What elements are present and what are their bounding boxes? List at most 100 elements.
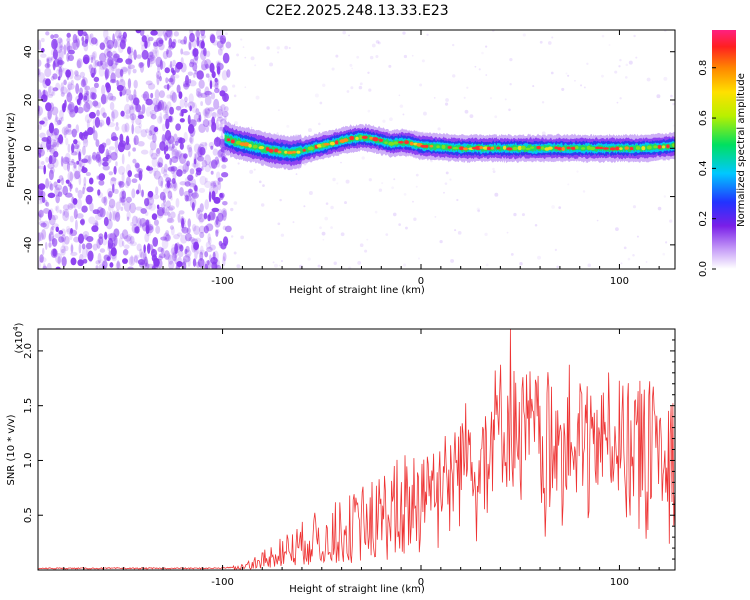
noise-point <box>188 78 192 84</box>
ridge-peak <box>580 147 586 150</box>
noise-point <box>198 114 202 122</box>
ridge-peak <box>525 147 531 151</box>
noise-point <box>419 83 423 87</box>
noise-point <box>134 162 140 169</box>
snr-x-tick-label: -100 <box>211 577 234 588</box>
ridge-peak <box>486 146 491 151</box>
noise-point <box>136 54 142 59</box>
noise-point <box>151 49 158 59</box>
noise-point <box>364 249 368 253</box>
snr-y-tick-label: 1.0 <box>23 453 34 469</box>
noise-point <box>165 229 170 237</box>
noise-point <box>78 150 81 157</box>
noise-point <box>138 122 142 129</box>
noise-point <box>116 35 121 41</box>
noise-point <box>146 55 154 60</box>
noise-point <box>205 223 214 232</box>
noise-point <box>494 115 498 119</box>
noise-point <box>506 231 509 234</box>
noise-point <box>135 216 139 224</box>
noise-point <box>91 52 96 61</box>
noise-point <box>230 207 234 212</box>
noise-point <box>242 46 245 48</box>
ridge-peak <box>248 143 252 148</box>
noise-point <box>76 98 81 106</box>
noise-point <box>478 68 481 71</box>
noise-point <box>97 189 101 196</box>
noise-point <box>78 157 83 167</box>
noise-point <box>184 96 188 103</box>
noise-point <box>69 215 74 223</box>
noise-point <box>204 94 212 106</box>
ridge-peak <box>420 144 426 148</box>
noise-point <box>136 243 142 252</box>
noise-point <box>250 126 253 129</box>
ridge-peak <box>349 135 355 141</box>
noise-point <box>139 223 144 229</box>
noise-point <box>59 109 64 120</box>
noise-point <box>159 191 166 201</box>
noise-point <box>131 123 134 135</box>
noise-point <box>206 246 213 253</box>
noise-point <box>184 161 189 172</box>
noise-point <box>82 31 87 37</box>
noise-point <box>43 91 47 101</box>
noise-point <box>185 253 191 259</box>
noise-point <box>107 193 112 200</box>
noise-point <box>79 71 86 78</box>
noise-point <box>182 169 187 175</box>
noise-point <box>105 138 111 146</box>
noise-point <box>222 225 227 231</box>
noise-point <box>110 151 118 161</box>
noise-point <box>127 46 132 55</box>
noise-point <box>149 125 157 136</box>
noise-point <box>145 166 154 171</box>
noise-point <box>114 125 120 131</box>
noise-point <box>217 180 222 191</box>
noise-point <box>132 158 137 164</box>
noise-point <box>182 51 190 56</box>
ridge-peak <box>372 137 379 142</box>
noise-point <box>145 262 150 269</box>
noise-point <box>204 154 211 166</box>
noise-point <box>49 208 54 216</box>
noise-point <box>105 83 111 93</box>
noise-point <box>303 205 306 208</box>
noise-point <box>199 245 204 255</box>
noise-point <box>141 35 147 43</box>
noise-point <box>40 37 45 43</box>
noise-point <box>189 168 195 175</box>
noise-point <box>193 158 197 165</box>
noise-point <box>184 233 192 242</box>
noise-point <box>204 108 213 119</box>
noise-point <box>556 265 559 269</box>
noise-point <box>145 98 153 106</box>
ridge-peak <box>490 146 495 150</box>
noise-point <box>160 236 168 241</box>
noise-point <box>108 171 114 176</box>
noise-point <box>172 181 178 192</box>
noise-point <box>121 153 125 165</box>
noise-point <box>194 237 202 243</box>
noise-point <box>139 62 145 73</box>
noise-point <box>216 135 219 147</box>
noise-point <box>195 87 201 93</box>
noise-point <box>198 111 202 121</box>
noise-point <box>180 39 187 45</box>
noise-point <box>62 239 66 250</box>
noise-point <box>186 227 191 234</box>
noise-point <box>99 248 106 253</box>
noise-point <box>128 150 131 157</box>
noise-point <box>161 202 166 209</box>
noise-point <box>146 263 154 269</box>
noise-point <box>485 74 488 76</box>
noise-point <box>198 79 205 89</box>
noise-point <box>145 34 150 44</box>
noise-point <box>226 69 231 78</box>
noise-point <box>161 133 166 144</box>
noise-point <box>46 56 53 62</box>
noise-point <box>198 217 204 224</box>
noise-point <box>200 30 206 37</box>
noise-point <box>192 47 199 57</box>
noise-point <box>156 30 164 37</box>
